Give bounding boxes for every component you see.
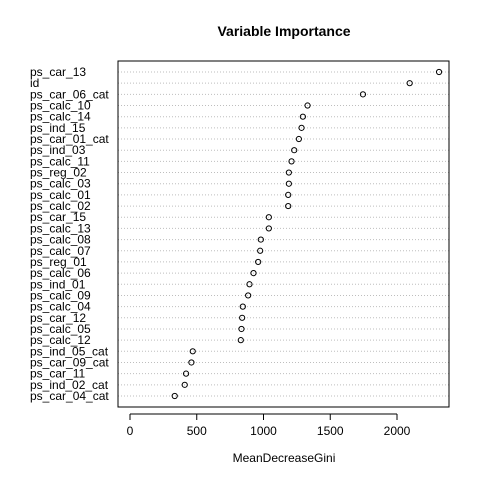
x-tick-label: 1500 [317, 424, 344, 438]
data-point [240, 315, 245, 320]
data-point [286, 170, 291, 175]
data-point [286, 181, 291, 186]
x-tick-label: 2000 [384, 424, 411, 438]
data-point [258, 248, 263, 253]
variable-label: ps_car_04_cat [30, 389, 109, 403]
x-tick-label: 1000 [250, 424, 277, 438]
x-tick-label: 0 [127, 424, 134, 438]
plot-frame [118, 61, 449, 407]
x-axis-label: MeanDecreaseGini [233, 451, 336, 465]
grid-lines [118, 72, 449, 396]
x-tick-label: 500 [187, 424, 207, 438]
chart-title: Variable Importance [217, 23, 350, 39]
data-point [246, 293, 251, 298]
data-points [172, 69, 442, 398]
variable-labels: ps_car_13idps_car_06_catps_calc_10ps_cal… [30, 65, 109, 403]
x-axis: 0 500 1000 1500 2000 [127, 414, 411, 438]
